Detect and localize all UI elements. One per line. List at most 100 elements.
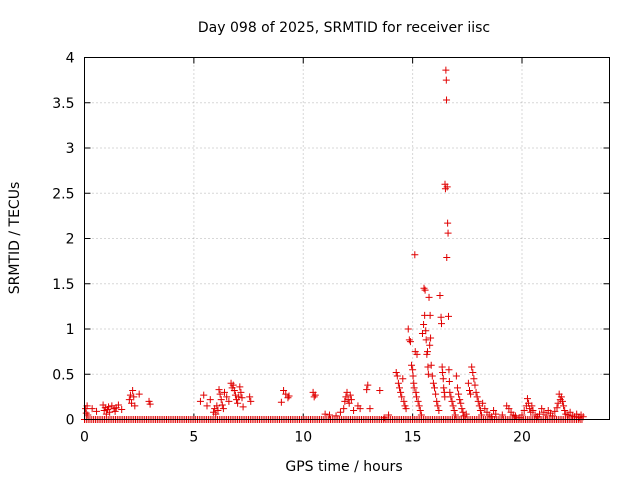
data-point	[398, 393, 406, 401]
y-tick-label: 2.5	[52, 186, 74, 202]
data-point	[456, 396, 464, 404]
data-point	[311, 391, 319, 399]
data-point	[415, 402, 423, 410]
data-point	[428, 372, 436, 380]
x-tick-label: 0	[80, 430, 89, 446]
data-point	[332, 412, 340, 420]
data-point	[429, 379, 437, 387]
data-point	[420, 284, 428, 292]
data-point	[235, 393, 243, 401]
data-point	[239, 403, 247, 411]
data-point	[443, 254, 451, 262]
data-point	[218, 401, 226, 409]
data-point	[213, 402, 221, 410]
data-point	[347, 396, 355, 404]
data-point	[102, 410, 110, 418]
data-point	[431, 384, 438, 392]
data-point	[131, 402, 139, 410]
data-point	[536, 410, 543, 418]
data-point	[393, 372, 401, 380]
data-point	[474, 397, 482, 405]
data-point	[472, 388, 480, 396]
data-point	[421, 286, 429, 294]
data-point	[427, 361, 435, 369]
data-point	[424, 370, 432, 378]
data-point	[397, 388, 405, 396]
data-point	[432, 390, 440, 398]
data-point	[445, 312, 452, 320]
data-point	[392, 368, 400, 376]
data-point	[277, 398, 285, 406]
y-tick-label: 2	[66, 232, 75, 248]
data-point	[426, 311, 434, 319]
data-point	[479, 399, 487, 407]
y-tick-label: 3	[66, 141, 75, 157]
data-point	[447, 393, 455, 401]
data-point	[105, 403, 113, 411]
data-point	[409, 366, 417, 374]
data-point	[557, 393, 565, 401]
y-tick-label: 1	[66, 322, 75, 338]
data-point	[285, 392, 293, 400]
data-point	[450, 406, 458, 414]
data-point	[363, 386, 371, 394]
data-point	[247, 397, 255, 405]
data-point	[341, 397, 349, 405]
data-point	[326, 411, 333, 419]
data-point	[399, 375, 407, 383]
x-tick-label: 10	[294, 430, 312, 446]
data-point	[114, 401, 122, 409]
data-point	[93, 407, 101, 415]
data-point	[433, 397, 441, 405]
data-points	[81, 66, 587, 423]
data-point	[396, 384, 403, 392]
data-point	[214, 406, 222, 414]
data-point	[436, 292, 444, 300]
data-point	[439, 368, 447, 376]
data-point	[443, 96, 451, 104]
data-point	[414, 397, 422, 405]
data-point	[406, 338, 414, 346]
grid-lines	[84, 57, 610, 420]
data-point	[470, 375, 478, 383]
data-point	[216, 390, 224, 398]
data-point	[445, 366, 453, 374]
data-point	[434, 402, 442, 410]
data-point	[462, 410, 470, 418]
data-point	[467, 390, 475, 398]
data-point	[449, 402, 457, 410]
data-point	[84, 411, 92, 419]
data-point	[284, 394, 292, 402]
data-point	[237, 388, 245, 396]
data-point	[464, 379, 472, 387]
data-point	[376, 387, 384, 395]
data-point	[282, 390, 290, 398]
data-point	[469, 368, 477, 376]
data-point	[413, 350, 421, 358]
data-point	[356, 405, 364, 413]
data-point	[106, 408, 114, 416]
axis-ticks: 0 0.5 1 1.5 2 2.5 3 3.5 4 0 5 10 15 20	[52, 51, 610, 446]
data-point	[200, 391, 208, 399]
data-point	[542, 411, 550, 419]
data-point	[560, 402, 568, 410]
data-point	[206, 396, 214, 404]
data-point	[445, 377, 453, 385]
data-point	[217, 396, 225, 404]
data-point	[427, 334, 435, 342]
data-point	[310, 393, 318, 401]
data-point	[402, 405, 410, 413]
data-point	[441, 393, 449, 401]
data-point	[478, 411, 486, 419]
data-point	[413, 393, 421, 401]
data-point	[538, 405, 546, 413]
data-point	[453, 384, 461, 392]
data-point	[439, 375, 447, 383]
data-point	[238, 394, 246, 402]
data-point	[223, 393, 231, 401]
data-point	[561, 406, 569, 414]
data-point	[321, 410, 329, 418]
data-point	[442, 76, 450, 84]
data-point	[426, 341, 434, 349]
data-point	[573, 410, 581, 418]
